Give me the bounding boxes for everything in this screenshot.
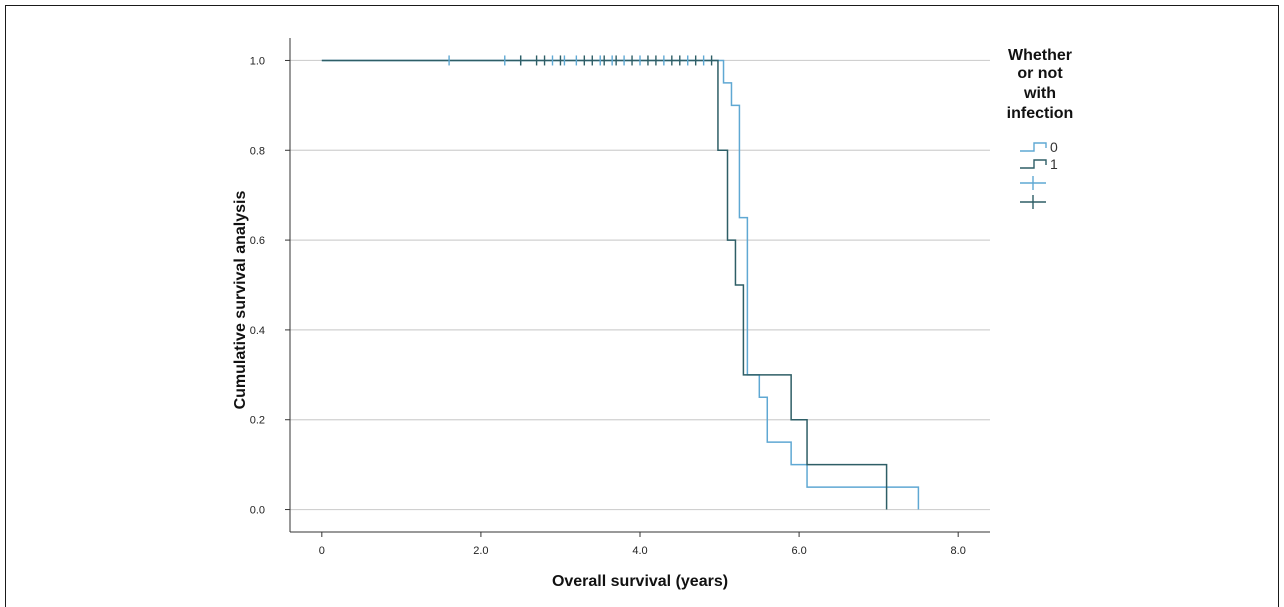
y-tick-label-5: 1.0: [250, 55, 265, 67]
x-tick-label-2: 4.0: [632, 545, 647, 557]
x-tick-label-3: 6.0: [791, 545, 806, 557]
legend-title-line-3: with: [1023, 85, 1056, 102]
y-axis-title: Cumulative survival analysis: [232, 191, 249, 410]
x-axis-title: Overall survival (years): [552, 573, 728, 590]
legend-label-1: 1: [1050, 156, 1058, 172]
x-tick-label-4: 8.0: [951, 545, 966, 557]
censor-marks: [448, 55, 713, 66]
legend-title-line-1: Whether: [1008, 47, 1072, 64]
y-tick-label-0: 0.0: [250, 505, 265, 517]
axes: [289, 38, 990, 533]
x-tick-label-1: 2.0: [473, 545, 488, 557]
y-tick-label-2: 0.4: [250, 325, 265, 337]
series-group: [321, 59, 920, 510]
grid-lines: [290, 59, 990, 511]
legend-swatches: [1020, 142, 1047, 209]
y-tick-label-4: 0.8: [250, 145, 265, 157]
legend-swatch-0: [1020, 142, 1047, 152]
legend-swatch-2: [1020, 176, 1046, 190]
y-tick-label-3: 0.6: [250, 235, 265, 247]
legend-label-0: 0: [1050, 139, 1058, 155]
legend-swatch-1: [1020, 159, 1047, 169]
legend-title-line-4: infection: [1007, 105, 1074, 122]
y-tick-labels: 0.0 0.2 0.4 0.6 0.8 1.0: [250, 55, 290, 517]
legend-swatch-3: [1020, 195, 1046, 209]
x-tick-labels: 0 2.0 4.0 6.0 8.0: [319, 532, 966, 557]
legend-title-line-2: or not: [1017, 65, 1063, 82]
figure-frame: [5, 5, 1279, 607]
series-0-curve: [321, 59, 920, 510]
series-1-curve: [321, 59, 888, 510]
legend: Whether or not with infection 0 1: [1007, 47, 1074, 209]
x-tick-label-0: 0: [319, 545, 325, 557]
y-tick-label-1: 0.2: [250, 415, 265, 427]
